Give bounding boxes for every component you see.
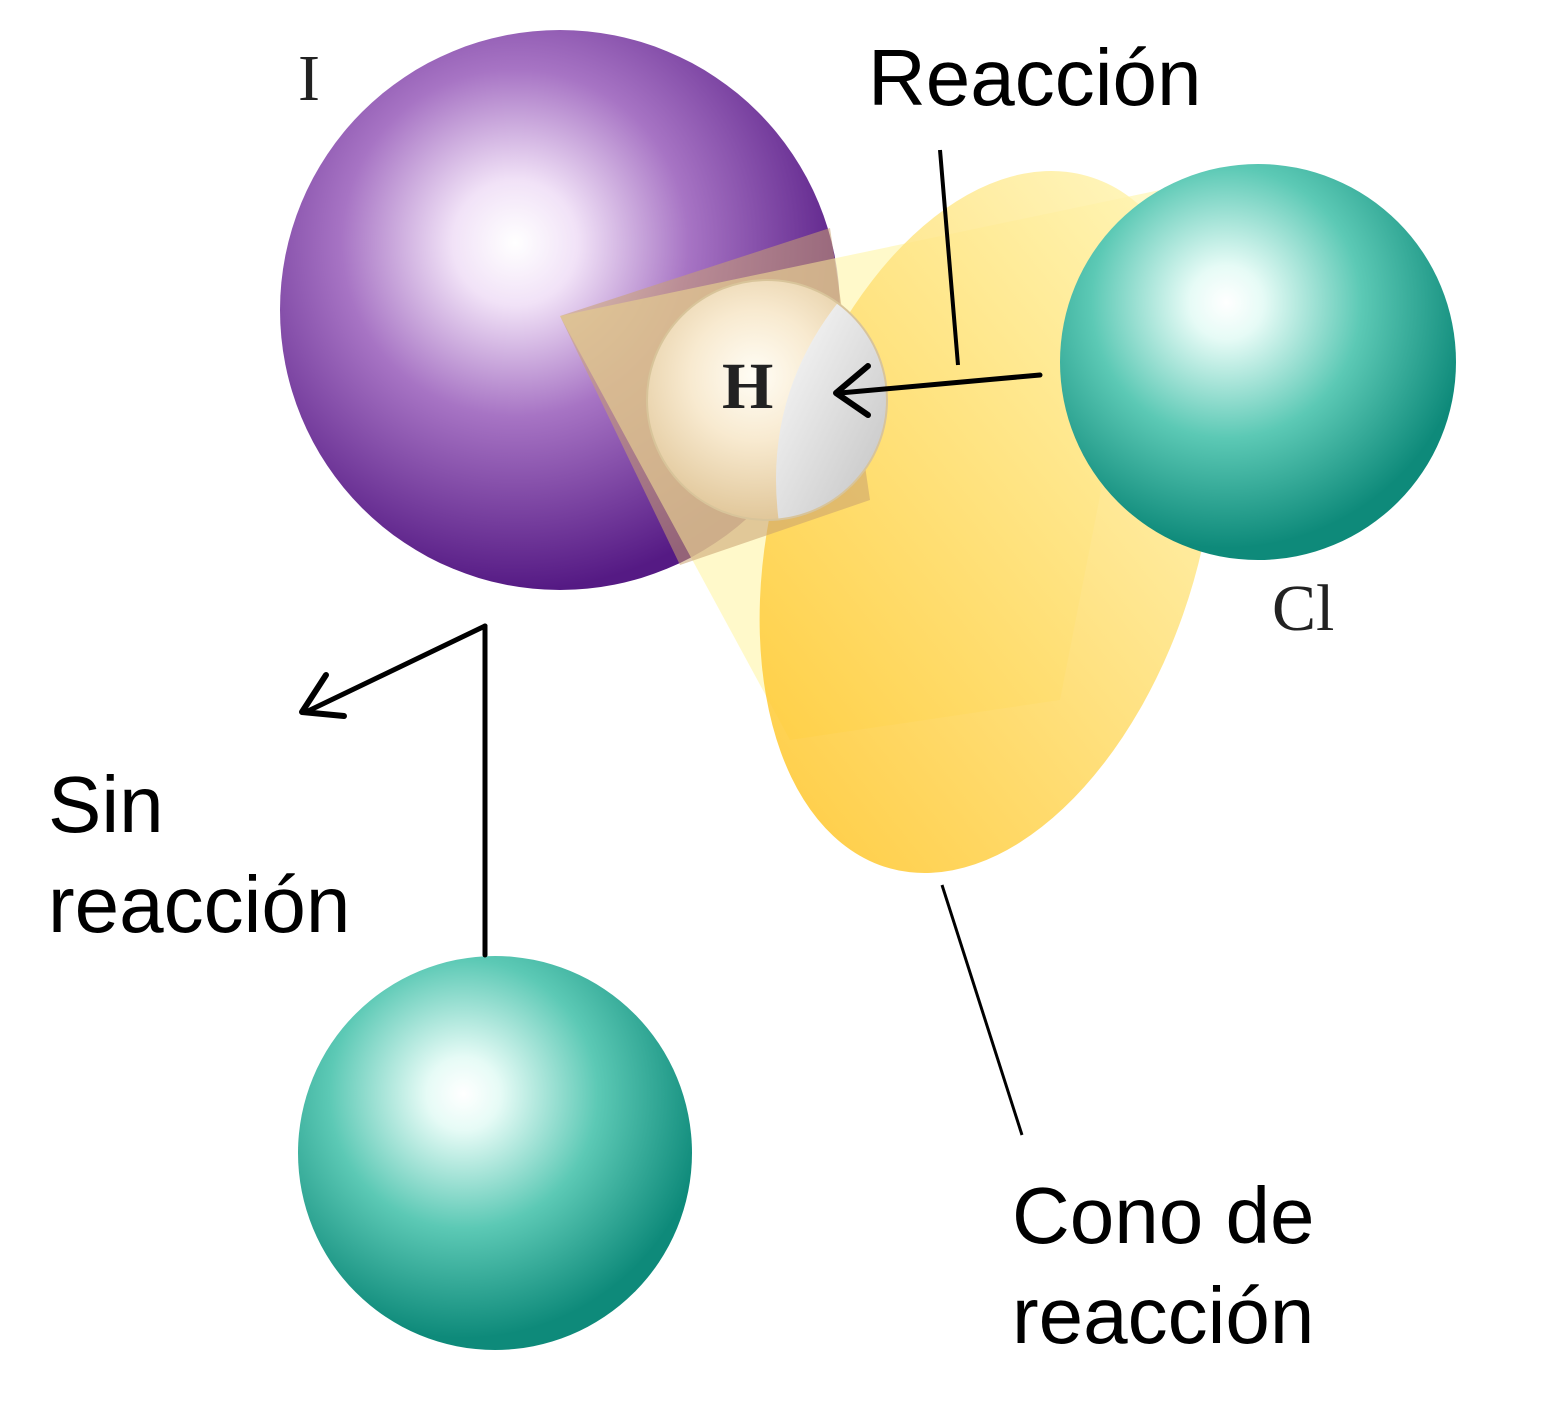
reaction-arrow (833, 363, 1043, 418)
hydrogen-symbol: H (722, 350, 773, 423)
no-reaction-label-line1: Sin (48, 760, 164, 849)
no-reaction-label-line2: reacción (48, 860, 350, 949)
reaction-leader-line (938, 149, 960, 366)
iodine-symbol: I (298, 42, 320, 115)
chlorine-atom (1060, 164, 1456, 560)
chlorine-symbol: Cl (1272, 572, 1334, 645)
cone-label-line2: reacción (1012, 1271, 1314, 1360)
cone-label-line1: Cono de (1012, 1171, 1314, 1260)
no-reaction-arrow (299, 623, 488, 958)
cone-leader-line (940, 884, 1024, 1136)
chlorine-atom-bottom (298, 956, 692, 1350)
reaction-label: Reacción (868, 33, 1202, 122)
